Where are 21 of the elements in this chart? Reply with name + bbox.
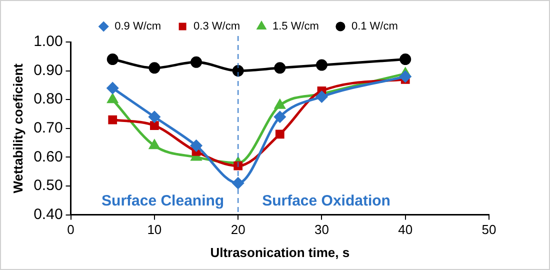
y-tick-label: 0.50 xyxy=(34,177,63,194)
y-tick-label: 0.40 xyxy=(34,206,63,223)
legend-label: 1.5 W/cm xyxy=(272,20,319,33)
annotation: Surface Cleaning xyxy=(102,192,224,210)
x-tick-label: 20 xyxy=(230,222,246,238)
legend-label: 0.3 W/cm xyxy=(194,20,240,33)
y-tick-label: 0.70 xyxy=(34,120,63,137)
x-tick-label: 0 xyxy=(67,222,74,238)
y-tick-label: 1.00 xyxy=(34,33,63,50)
x-axis-title: Ultrasonication time, s xyxy=(210,244,350,260)
legend-label: 0.9 W/cm xyxy=(114,20,162,33)
legend-label: 0.1 W/cm xyxy=(351,20,398,33)
y-axis-title: Wettability coeficient xyxy=(10,62,26,194)
y-tick-label: 0.60 xyxy=(34,148,63,166)
x-tick-label: 40 xyxy=(398,222,413,238)
annotation: Surface Oxidation xyxy=(262,192,390,210)
y-tick-label: 0.90 xyxy=(34,62,63,79)
x-tick-label: 50 xyxy=(482,222,496,238)
x-tick-label: 10 xyxy=(147,222,162,238)
x-tick-label: 30 xyxy=(314,222,329,238)
y-tick-label: 0.80 xyxy=(34,90,63,108)
